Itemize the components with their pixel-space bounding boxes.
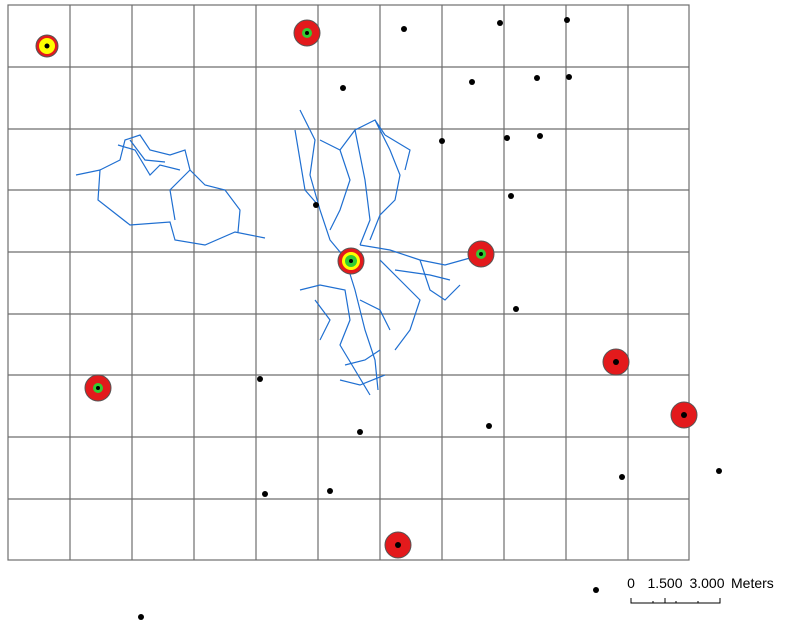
well-markers	[35, 19, 698, 559]
point-markers	[138, 17, 722, 620]
scale-label: 3.000	[689, 575, 724, 591]
scale-label: 0	[627, 575, 635, 591]
scale-unit: Meters	[731, 575, 774, 591]
scale-label: 1.500	[647, 575, 682, 591]
scale-bar: 0 1.500 3.000 Meters	[627, 575, 774, 604]
grid	[7, 4, 690, 561]
water-network	[75, 109, 482, 396]
